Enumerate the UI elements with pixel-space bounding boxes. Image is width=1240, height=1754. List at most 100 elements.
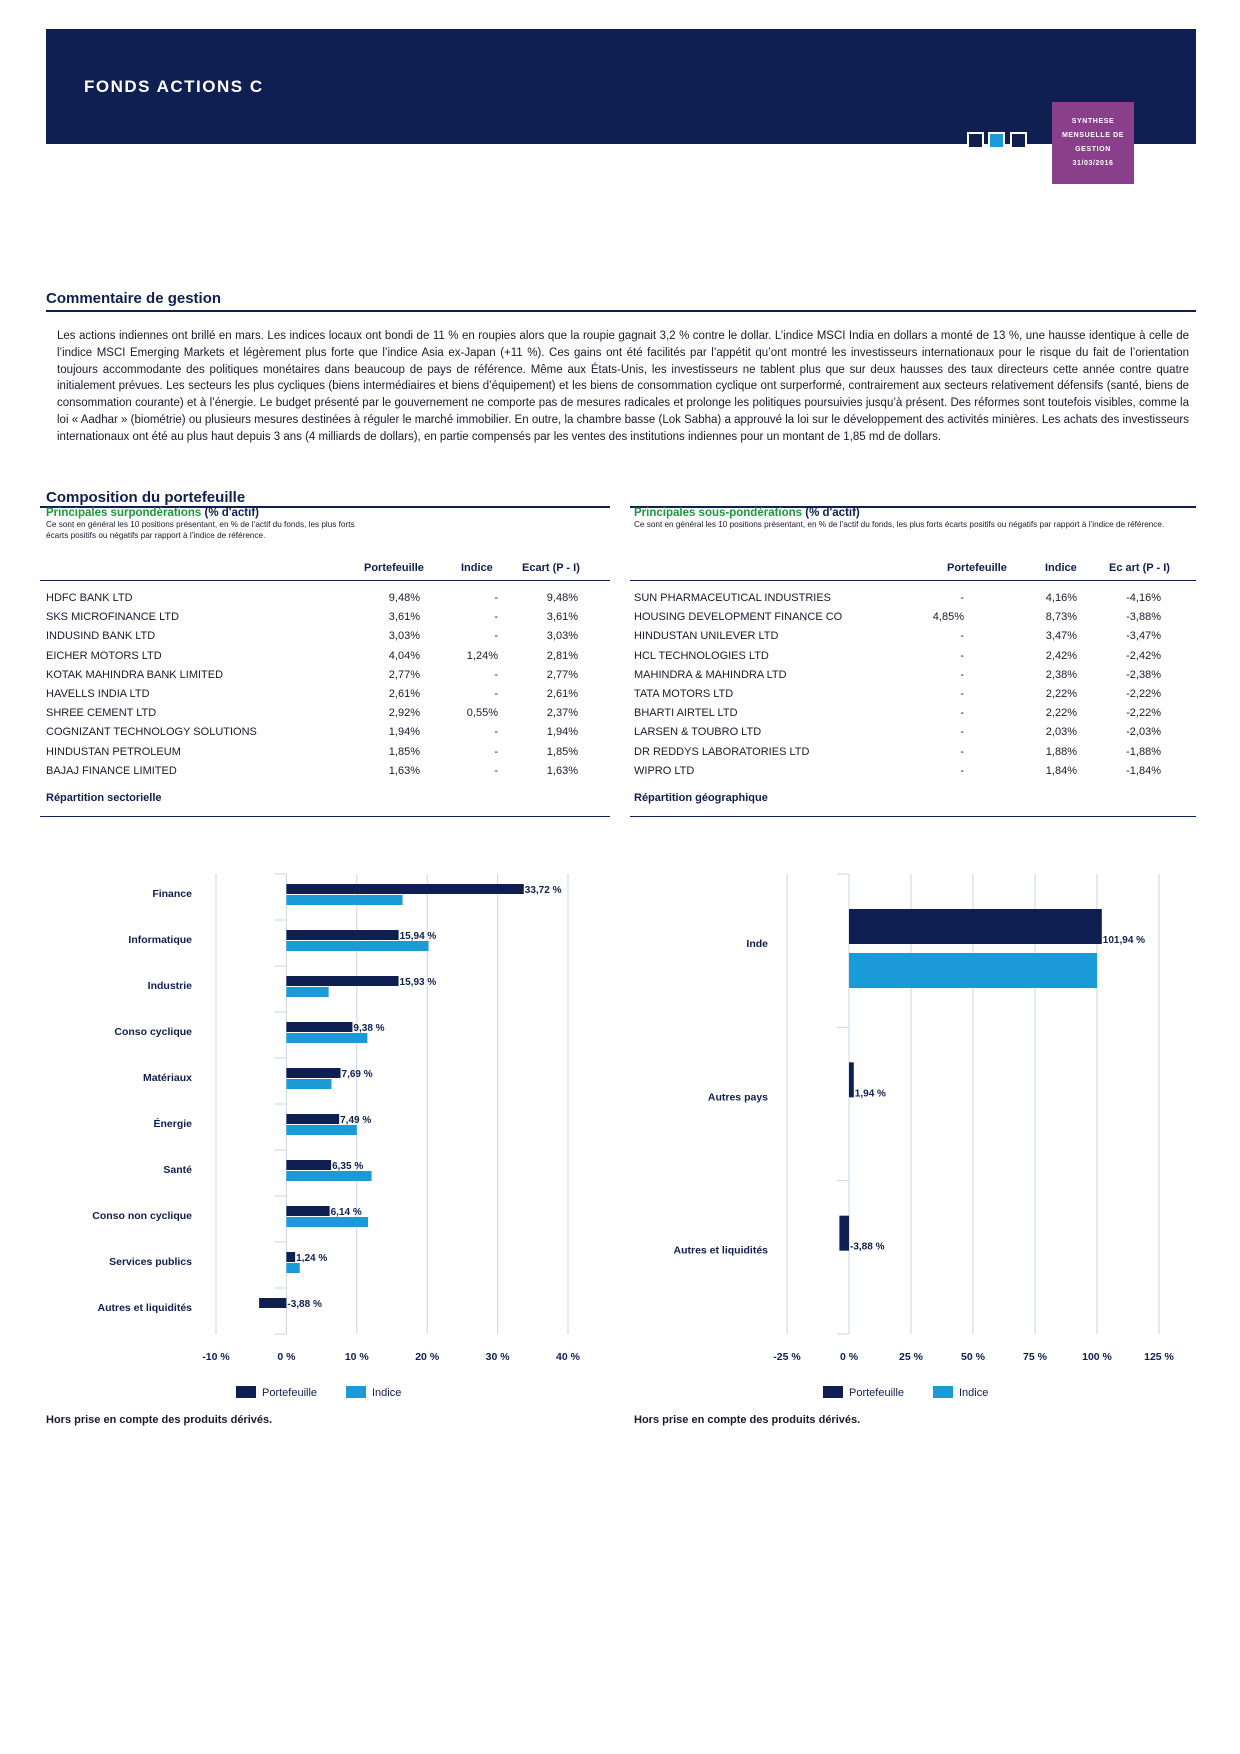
portfolio-weight: 3,03% <box>388 630 420 643</box>
col-header-portefeuille: Portefeuille <box>364 562 424 574</box>
weight-gap: 2,37% <box>546 707 578 720</box>
overweights-heading: Principales surpondérations (% d'actif) <box>46 507 616 519</box>
portfolio-weight: - <box>960 745 964 758</box>
category-label: Conso cyclique <box>114 1026 192 1038</box>
table-row: HINDUSTAN UNILEVER LTD -3,47% -3,47% <box>634 630 1194 649</box>
index-weight: 1,88% <box>1045 745 1077 758</box>
sector-footnote: Hors prise en compte des produits dérivé… <box>46 1414 273 1426</box>
category-label: Finance <box>152 888 192 900</box>
weight-gap: -3,88% <box>1126 611 1161 624</box>
table-row: SHREE CEMENT LTD 2,92% 0,55% 2,37% <box>46 707 606 726</box>
security-name: HCL TECHNOLOGIES LTD <box>634 649 769 662</box>
badge-date: 31/03/2016 <box>1072 160 1114 167</box>
overweights-block: Principales surpondérations (% d'actif) … <box>46 507 616 541</box>
col-header-ecart: Ecart (P - I) <box>522 562 580 574</box>
fund-title: FONDS ACTIONS C <box>84 77 264 96</box>
category-label: Autres et liquidités <box>97 1302 192 1314</box>
portfolio-weight: 2,77% <box>388 668 420 681</box>
table-row: HAVELLS INDIA LTD 2,61% - 2,61% <box>46 688 606 707</box>
category-label: Conso non cyclique <box>92 1210 192 1222</box>
bar-indice <box>286 1171 372 1181</box>
bar-indice <box>286 1033 368 1043</box>
security-name: INDUSIND BANK LTD <box>46 630 156 643</box>
security-name: SHREE CEMENT LTD <box>46 707 157 720</box>
category-label: Énergie <box>153 1117 192 1130</box>
data-label: 7,49 % <box>340 1115 371 1126</box>
bar-portefeuille <box>286 930 399 940</box>
legend-swatch <box>236 1386 256 1398</box>
overweights-heading-label: Principales surpondérations <box>46 507 202 519</box>
x-tick-label: 100 % <box>1082 1351 1112 1363</box>
bar-portefeuille <box>286 1022 353 1032</box>
index-weight: 1,84% <box>1045 764 1077 777</box>
table-row: COGNIZANT TECHNOLOGY SOLUTIONS 1,94% - 1,94… <box>46 726 606 745</box>
weight-gap: 1,94% <box>546 726 578 739</box>
category-label: Informatique <box>128 934 192 946</box>
portfolio-weight: 3,61% <box>388 611 420 624</box>
security-name: WIPRO LTD <box>634 764 695 777</box>
weight-gap: 2,81% <box>546 649 578 662</box>
sector-bar-chart: -10 % 0 % 10 % 20 % 30 % 40 % Finance 33,72 % In… <box>92 873 581 1399</box>
overweights-heading-unit: (% d'actif) <box>204 507 260 519</box>
underweights-heading-label: Principales sous-pondérations <box>634 507 803 519</box>
data-label: 15,93 % <box>400 977 437 988</box>
portfolio-weight: 2,92% <box>388 707 420 720</box>
table-header-rule <box>40 580 610 581</box>
x-tick-label: 75 % <box>1023 1351 1048 1363</box>
bar-indice <box>286 895 403 905</box>
portfolio-weight: 4,85% <box>932 611 964 624</box>
legend-swatch <box>346 1386 366 1398</box>
category-label: Santé <box>163 1164 192 1176</box>
security-name: MAHINDRA & MAHINDRA LTD <box>634 668 787 681</box>
portfolio-weight: - <box>960 630 964 643</box>
bar-indice <box>286 941 429 951</box>
geo-breakdown-title: Répartition géographique <box>634 792 768 804</box>
portfolio-weight: 9,48% <box>388 592 420 604</box>
col-header-indice: Indice <box>1045 562 1077 574</box>
bar-indice <box>286 987 329 997</box>
portfolio-weight: - <box>960 707 964 720</box>
portfolio-weight: 1,63% <box>388 764 420 777</box>
table-row: TATA MOTORS LTD -2,22% -2,22% <box>634 688 1194 707</box>
security-name: HINDUSTAN UNILEVER LTD <box>634 630 779 643</box>
table-row: HCL TECHNOLOGIES LTD -2,42% -2,42% <box>634 650 1194 669</box>
table-row: SKS MICROFINANCE LTD 3,61% - 3,61% <box>46 611 606 630</box>
header-band <box>46 29 1196 144</box>
bar-indice <box>286 1217 369 1227</box>
x-tick-label: 25 % <box>899 1351 924 1363</box>
weight-gap: 1,63% <box>546 764 578 777</box>
composition-title: Composition du portefeuille <box>46 489 246 506</box>
geo-footnote: Hors prise en compte des produits dérivé… <box>634 1414 861 1426</box>
index-weight: 0,55% <box>466 707 498 720</box>
category-label: Autres pays <box>708 1091 768 1103</box>
portfolio-weight: - <box>960 688 964 700</box>
security-name: BAJAJ FINANCE LIMITED <box>46 764 177 777</box>
category-label: Autres et liquidités <box>673 1245 768 1257</box>
bar-portefeuille <box>286 1206 330 1216</box>
weight-gap: 9,48% <box>546 592 578 604</box>
table-row: MAHINDRA & MAHINDRA LTD -2,38% -2,38% <box>634 669 1194 688</box>
weight-gap: 1,85% <box>546 745 578 758</box>
section-rule <box>630 506 1196 508</box>
security-name: HAVELLS INDIA LTD <box>46 688 150 700</box>
bar-indice <box>286 1263 300 1273</box>
data-label: 7,69 % <box>342 1069 373 1080</box>
legend-label: Indice <box>959 1387 988 1399</box>
badge-line: GESTION <box>1075 146 1111 153</box>
portfolio-weight: 1,94% <box>388 726 420 739</box>
data-label: 1,24 % <box>296 1253 327 1264</box>
security-name: BHARTI AIRTEL LTD <box>634 707 738 720</box>
portfolio-weight: - <box>960 668 964 681</box>
underweights-note: Ce sont en général les 10 positions prés… <box>634 520 1165 529</box>
weight-gap: -4,16% <box>1126 592 1161 604</box>
underweights-heading-unit: (% d'actif) <box>805 507 860 519</box>
portfolio-weight: - <box>960 649 964 662</box>
index-weight: 3,47% <box>1045 630 1077 643</box>
legend-label: Portefeuille <box>849 1387 904 1399</box>
portfolio-weight: 2,61% <box>388 688 420 700</box>
x-tick-label: 0 % <box>840 1351 859 1363</box>
bar-portefeuille <box>849 1062 854 1098</box>
table-row: HDFC BANK LTD 9,48% - 9,48% <box>46 592 606 611</box>
sector-breakdown-title: Répartition sectorielle <box>46 792 162 804</box>
table-row: WIPRO LTD -1,84% -1,84% <box>634 765 1194 784</box>
